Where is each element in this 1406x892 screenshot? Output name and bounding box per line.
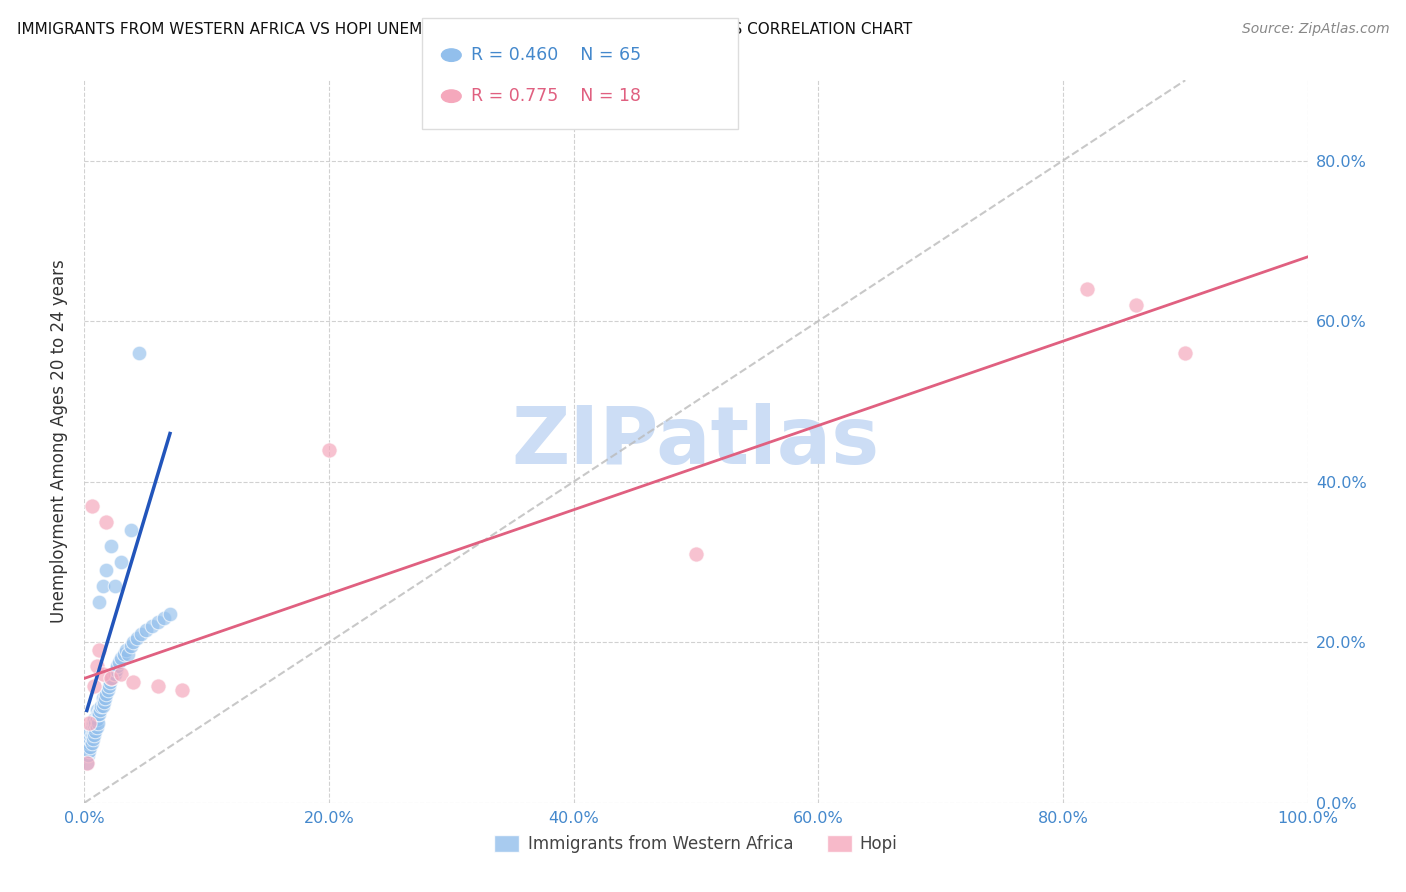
Point [80,728,103,742]
Point [79,723,101,738]
Point [105,659,128,673]
Point [82,723,104,738]
Point [80,735,103,749]
Point [1076,282,1098,296]
Text: R = 0.775    N = 18: R = 0.775 N = 18 [471,87,641,105]
Point [79,731,101,746]
Point [128,346,150,360]
Point [96,563,118,577]
Text: IMMIGRANTS FROM WESTERN AFRICA VS HOPI UNEMPLOYMENT AMONG AGES 20 TO 24 YEARS CO: IMMIGRANTS FROM WESTERN AFRICA VS HOPI U… [17,22,912,37]
Point [110,555,132,569]
Point [159,607,181,621]
Point [87,643,110,657]
Legend: Immigrants from Western Africa, Hopi: Immigrants from Western Africa, Hopi [488,828,904,860]
Point [83,719,105,733]
Point [77,735,100,749]
Point [100,671,122,685]
Point [122,635,145,649]
Point [93,696,115,710]
Point [96,515,118,529]
Point [89,703,111,717]
Point [79,728,101,742]
Point [96,687,118,701]
Point [122,675,145,690]
Point [86,712,108,726]
Point [91,667,114,681]
Point [86,703,108,717]
Point [77,715,100,730]
Point [84,715,107,730]
Point [80,499,103,513]
Point [110,667,132,681]
Point [77,744,100,758]
Point [87,707,110,722]
Point [104,667,127,681]
Point [84,723,107,738]
Point [141,619,163,633]
Point [1174,346,1197,360]
Point [105,664,128,678]
Point [90,699,112,714]
Point [86,719,108,733]
Point [172,683,194,698]
Text: Source: ZipAtlas.com: Source: ZipAtlas.com [1241,22,1389,37]
Point [87,707,110,722]
Point [1125,298,1147,312]
Point [120,639,142,653]
Point [79,739,101,754]
Point [86,659,108,673]
Point [83,728,105,742]
Point [120,523,142,537]
Point [100,539,122,553]
Point [76,756,98,770]
Point [117,648,139,662]
Point [112,648,135,662]
Point [82,715,104,730]
Point [91,579,114,593]
Point [82,731,104,746]
Point [125,632,148,646]
Point [87,715,110,730]
Point [91,691,114,706]
Point [110,651,132,665]
Point [83,712,105,726]
Point [77,739,100,754]
Point [318,442,340,457]
Point [98,675,121,690]
Point [103,667,125,681]
Point [101,671,124,685]
Point [97,683,120,698]
Text: ZIPatlas: ZIPatlas [512,402,880,481]
Point [83,680,105,694]
Point [77,747,100,762]
Y-axis label: Unemployment Among Ages 20 to 24 years: Unemployment Among Ages 20 to 24 years [49,260,67,624]
Point [80,719,103,733]
Point [107,655,129,669]
Point [94,691,117,706]
Point [146,615,169,630]
Point [104,579,127,593]
Point [153,611,176,625]
Point [97,680,120,694]
Point [87,595,110,609]
Point [77,731,100,746]
Point [100,671,122,685]
Point [129,627,152,641]
Point [115,643,138,657]
Point [135,623,157,637]
Point [91,699,114,714]
Text: R = 0.460    N = 65: R = 0.460 N = 65 [471,46,641,64]
Point [685,547,707,561]
Point [146,680,169,694]
Point [76,756,98,770]
